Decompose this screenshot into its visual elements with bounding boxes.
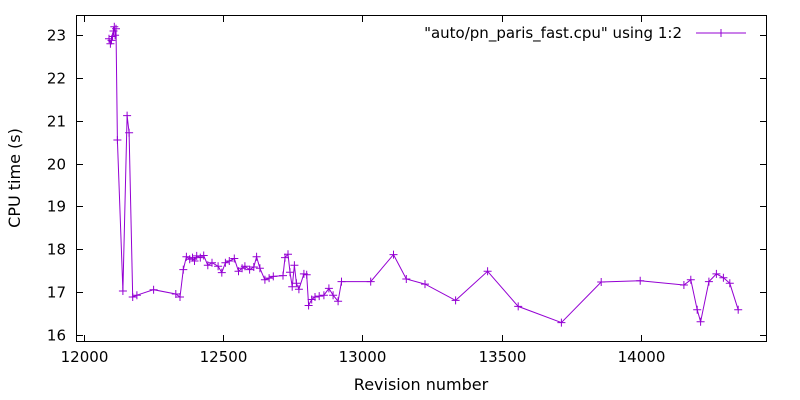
data-point	[221, 258, 230, 267]
series-layer	[105, 22, 743, 327]
data-point	[686, 275, 695, 284]
series-line	[108, 26, 739, 324]
y-tick-label: 22	[47, 70, 66, 88]
data-point	[704, 277, 713, 286]
data-point	[483, 267, 492, 276]
data-point	[230, 254, 239, 263]
data-point	[389, 250, 398, 259]
data-point	[111, 31, 120, 40]
data-point	[324, 284, 333, 293]
data-point	[315, 292, 324, 301]
data-point	[113, 136, 122, 144]
data-point	[421, 280, 429, 289]
data-point	[118, 287, 127, 295]
x-tick-label: 13000	[339, 348, 387, 366]
data-point	[171, 290, 180, 298]
data-point	[279, 271, 287, 280]
data-point	[255, 264, 264, 273]
data-point	[725, 279, 734, 288]
data-point	[514, 302, 523, 311]
data-point	[294, 285, 303, 294]
data-point	[734, 305, 743, 314]
data-point	[329, 291, 338, 300]
data-point	[176, 293, 184, 301]
x-axis-label: Revision number	[354, 375, 489, 394]
data-point	[106, 39, 115, 48]
legend: "auto/pn_paris_fast.cpu" using 1:2	[424, 24, 746, 43]
data-point	[319, 291, 328, 300]
data-point	[125, 128, 134, 137]
data-point	[696, 317, 705, 326]
data-point	[110, 22, 119, 31]
data-point	[290, 261, 299, 270]
x-tick-label: 12000	[61, 348, 109, 366]
data-point	[311, 293, 319, 301]
data-point	[245, 265, 254, 274]
data-point	[188, 253, 197, 262]
data-point	[269, 272, 278, 281]
data-point	[196, 253, 205, 262]
data-point	[334, 297, 343, 306]
y-tick-label: 18	[47, 241, 66, 259]
data-point	[240, 262, 249, 271]
y-tick-label: 17	[47, 284, 66, 302]
data-point	[286, 268, 294, 277]
data-point	[402, 275, 411, 283]
y-tick-label: 16	[47, 327, 66, 345]
data-point	[292, 279, 301, 288]
data-point	[719, 273, 728, 282]
data-point	[337, 277, 346, 286]
data-point	[123, 111, 132, 120]
data-point	[225, 257, 234, 265]
data-point	[679, 281, 688, 289]
data-point	[203, 261, 212, 270]
y-tick-label: 19	[47, 198, 66, 216]
data-point	[712, 269, 721, 278]
data-point	[693, 305, 702, 314]
data-point	[107, 36, 116, 45]
data-point	[190, 257, 199, 265]
data-point	[217, 268, 226, 277]
data-point	[597, 278, 606, 286]
data-point	[199, 251, 208, 260]
data-point	[302, 270, 311, 279]
data-point	[557, 318, 566, 327]
data-point	[284, 250, 292, 259]
data-point	[366, 277, 375, 286]
data-point	[149, 285, 158, 294]
tick-labels: 12000 12500 13000 13500 14000 16 17 18 19 20 21 22 2…	[47, 27, 665, 367]
data-point	[304, 301, 313, 310]
x-tick-label: 13500	[479, 348, 527, 366]
x-tick-label: 12500	[200, 348, 248, 366]
plot-frame	[76, 15, 767, 342]
data-point	[208, 258, 216, 267]
data-point	[249, 263, 258, 271]
y-tick-label: 21	[47, 113, 66, 131]
data-point	[451, 296, 460, 305]
data-point	[636, 276, 645, 285]
data-point	[128, 293, 137, 301]
y-axis-label: CPU time (s)	[5, 128, 24, 228]
data-point	[179, 265, 188, 274]
legend-marker	[717, 29, 725, 37]
tick-marks	[77, 16, 766, 341]
data-point	[192, 251, 201, 260]
y-tick-label: 23	[47, 27, 66, 45]
data-point	[214, 262, 223, 271]
data-point	[260, 275, 269, 284]
data-point	[112, 24, 120, 33]
data-point	[288, 282, 297, 291]
data-point	[265, 274, 274, 283]
legend-label: "auto/pn_paris_fast.cpu" using 1:2	[424, 24, 682, 43]
data-point	[252, 252, 261, 261]
x-tick-label: 14000	[618, 348, 666, 366]
data-point	[132, 291, 141, 300]
y-tick-label: 20	[47, 156, 66, 174]
